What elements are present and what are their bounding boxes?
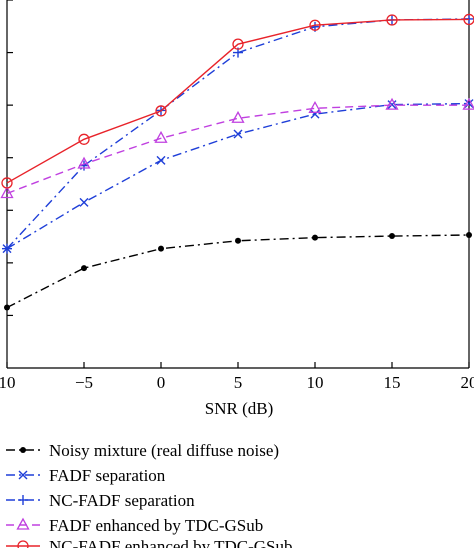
data-point — [309, 19, 321, 31]
x-marker-stroke — [464, 99, 474, 109]
y-ticks — [7, 0, 13, 317]
series-line — [6, 18, 470, 184]
series-layer — [0, 13, 474, 311]
series-1 — [4, 231, 472, 311]
legend-label: FADF separation — [49, 466, 166, 485]
x-marker-stroke — [233, 129, 243, 139]
x-ticks: 10 −5 0 5 10 15 20 — [0, 362, 474, 392]
data-point — [79, 197, 89, 207]
legend-label: NC-FADF separation — [49, 491, 195, 510]
legend-marker — [20, 447, 26, 453]
data-point — [310, 109, 320, 119]
series-5 — [1, 13, 474, 189]
legend: Noisy mixture (real diffuse noise) FADF s… — [6, 441, 293, 548]
data-point — [154, 130, 168, 143]
x-axis-title: SNR (dB) — [205, 399, 273, 418]
data-point — [2, 243, 12, 254]
series-line — [6, 102, 470, 250]
legend-label: NC-FADF enhanced by TDC-GSub — [49, 537, 293, 548]
x-tick-label: 5 — [234, 373, 243, 392]
legend-marker — [18, 470, 28, 480]
data-point — [81, 265, 87, 272]
data-point — [155, 105, 167, 117]
data-point — [235, 237, 241, 244]
x-marker-stroke — [310, 109, 320, 119]
data-point — [464, 99, 474, 109]
data-point — [77, 156, 91, 169]
series-line — [6, 234, 470, 309]
legend-item-4: FADF enhanced by TDC-GSub — [6, 516, 263, 535]
series-2 — [2, 99, 474, 254]
legend-marker — [18, 495, 28, 505]
data-point — [1, 177, 13, 189]
x-tick-label: 15 — [384, 373, 401, 392]
x-tick-label: 10 — [0, 373, 16, 392]
legend-marker — [17, 540, 29, 548]
data-point — [233, 129, 243, 139]
data-point — [389, 233, 395, 240]
data-point — [232, 38, 244, 50]
series-line — [6, 104, 469, 195]
data-point — [156, 155, 166, 165]
x-marker-stroke — [156, 155, 166, 165]
data-point — [158, 245, 164, 252]
data-point — [0, 186, 14, 199]
plot-area: 10 −5 0 5 10 15 20 — [0, 0, 474, 392]
data-point — [308, 100, 322, 113]
x-marker-stroke — [79, 197, 89, 207]
legend-item-5: NC-FADF enhanced by TDC-GSub — [6, 537, 293, 548]
legend-label: Noisy mixture (real diffuse noise) — [49, 441, 279, 460]
data-point — [463, 13, 474, 26]
legend-marker — [16, 517, 30, 530]
data-point — [78, 133, 90, 145]
x-tick-label: −5 — [75, 373, 93, 392]
data-point — [462, 97, 474, 110]
data-point — [312, 234, 318, 241]
x-marker-stroke — [18, 470, 28, 480]
legend-label: FADF enhanced by TDC-GSub — [49, 516, 263, 535]
x-tick-label: 20 — [461, 373, 474, 392]
data-point — [466, 231, 472, 238]
legend-item-3: NC-FADF separation — [6, 491, 195, 510]
legend-item-1: Noisy mixture (real diffuse noise) — [6, 441, 279, 460]
data-point — [385, 97, 399, 110]
x-tick-label: 0 — [157, 373, 166, 392]
data-point — [386, 14, 398, 26]
legend-item-2: FADF separation — [6, 466, 166, 485]
data-point — [231, 110, 245, 123]
data-point — [4, 304, 10, 311]
x-tick-label: 10 — [307, 373, 324, 392]
series-4 — [0, 97, 474, 199]
